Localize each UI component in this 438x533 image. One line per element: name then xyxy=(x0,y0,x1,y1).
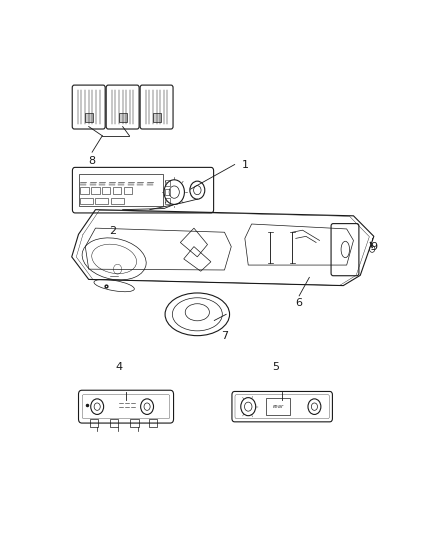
Text: 5: 5 xyxy=(272,362,279,372)
Text: 1: 1 xyxy=(241,159,248,169)
Bar xyxy=(119,114,127,122)
Text: 4: 4 xyxy=(116,362,123,372)
Bar xyxy=(131,419,138,427)
Text: 9: 9 xyxy=(371,241,378,252)
Bar xyxy=(165,198,170,204)
Bar xyxy=(266,398,290,415)
Bar xyxy=(80,188,88,194)
Bar xyxy=(152,114,161,122)
Text: 8: 8 xyxy=(88,156,95,166)
Bar xyxy=(149,419,157,427)
Bar xyxy=(124,188,132,194)
Bar xyxy=(80,198,93,204)
Bar xyxy=(113,188,121,194)
Text: rear: rear xyxy=(272,404,284,409)
Bar xyxy=(85,114,93,122)
Bar xyxy=(111,198,124,204)
Bar xyxy=(95,198,108,204)
Bar xyxy=(110,419,118,427)
Bar xyxy=(78,174,162,206)
Bar xyxy=(91,188,99,194)
Bar xyxy=(165,180,170,185)
Bar xyxy=(102,188,110,194)
Bar xyxy=(90,419,98,427)
Text: 6: 6 xyxy=(296,298,303,308)
Text: 2: 2 xyxy=(109,226,116,236)
Text: 7: 7 xyxy=(221,330,228,341)
Bar xyxy=(165,189,170,195)
